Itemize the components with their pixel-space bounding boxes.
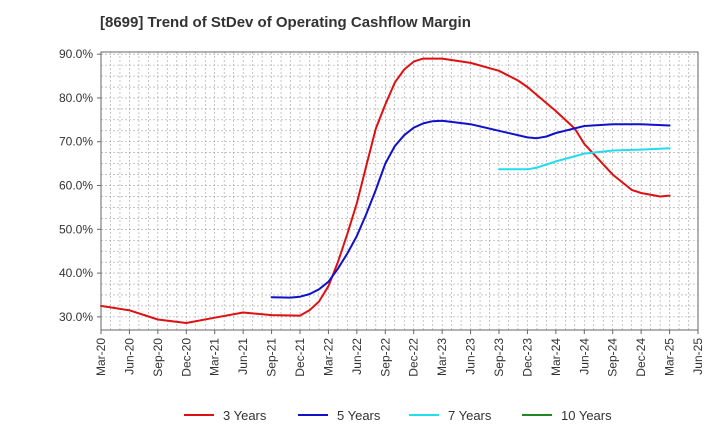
y-tick-label: 30.0% [59, 310, 93, 324]
axes [100, 51, 699, 331]
plot-background [101, 52, 698, 330]
legend-label: 3 Years [223, 408, 267, 423]
y-tick-label: 90.0% [59, 47, 93, 61]
x-tick-label: Jun-24 [577, 338, 591, 375]
x-tick-label: Jun-21 [236, 338, 250, 375]
series-line-3-years [100, 57, 671, 324]
series-lines [100, 57, 671, 324]
x-tick-label: Jun-23 [464, 338, 478, 375]
legend: 3 Years 5 Years 7 Years 10 Years [184, 408, 612, 423]
x-tick-label: Jun-20 [122, 338, 136, 375]
y-tick-label: 50.0% [59, 222, 93, 236]
x-tick-label: Dec-21 [293, 338, 307, 377]
y-tick-label: 70.0% [59, 135, 93, 149]
x-tick-label: Mar-25 [663, 338, 677, 376]
series-line-5-years [270, 119, 671, 299]
x-tick-label: Mar-24 [549, 338, 563, 376]
legend-label: 10 Years [561, 408, 612, 423]
x-tick-label: Mar-20 [94, 338, 108, 376]
chart-title: [8699] Trend of StDev of Operating Cashf… [100, 14, 471, 31]
legend-label: 7 Years [448, 408, 492, 423]
x-tick-label: Dec-20 [179, 338, 193, 377]
series-line-7-years [498, 147, 671, 171]
x-tick-label: Dec-24 [634, 338, 648, 377]
y-tick-label: 40.0% [59, 266, 93, 280]
x-tick-label: Sep-21 [265, 338, 279, 377]
x-tick-label: Sep-20 [151, 338, 165, 377]
x-tick-label: Sep-24 [606, 338, 620, 377]
plot-area [101, 52, 698, 330]
x-tick-label: Dec-22 [407, 338, 421, 377]
x-tick-label: Mar-21 [208, 338, 222, 376]
y-axis-ticks: 30.0% 40.0% 50.0% 60.0% 70.0% 80.0% 90.0% [59, 47, 101, 324]
x-tick-label: Jun-22 [350, 338, 364, 375]
x-axis-ticks: Mar-20 Jun-20 Sep-20 Dec-20 Mar-21 Jun-21 Sep-… [94, 330, 705, 377]
x-tick-label: Mar-23 [435, 338, 449, 376]
x-tick-label: Sep-23 [492, 338, 506, 377]
x-tick-label: Jun-25 [691, 338, 705, 375]
grid-lines [100, 52, 699, 330]
y-tick-label: 80.0% [59, 91, 93, 105]
x-tick-label: Dec-23 [520, 338, 534, 377]
y-tick-label: 60.0% [59, 179, 93, 193]
x-tick-label: Mar-22 [321, 338, 335, 376]
legend-label: 5 Years [337, 408, 381, 423]
plot-border [100, 51, 699, 331]
x-tick-label: Sep-22 [378, 338, 392, 377]
